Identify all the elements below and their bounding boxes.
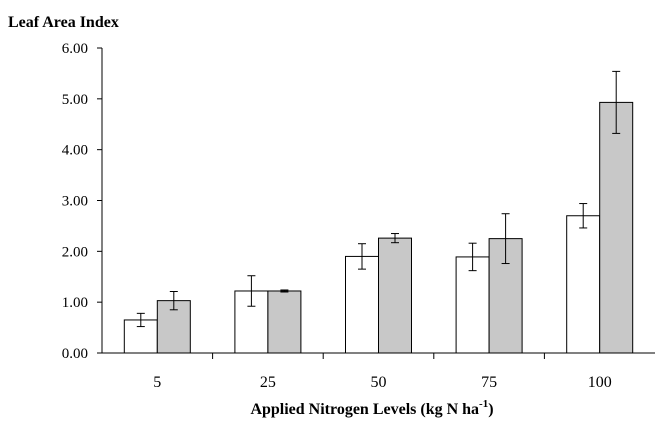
y-tick-label: 6.00 <box>62 41 88 57</box>
x-tick-label: 50 <box>371 374 387 391</box>
y-tick-label: 0.00 <box>62 346 88 362</box>
x-tick-label: 75 <box>481 374 497 391</box>
bar-25-series-2 <box>267 290 302 354</box>
x-tick-label: 5 <box>153 374 161 391</box>
y-axis-ticks: 0.00 1.00 2.00 3.00 4.00 5.00 6.00 <box>62 41 102 362</box>
x-axis-title: Applied Nitrogen Levels (kg N ha-1) <box>250 398 493 418</box>
y-tick-label: 2.00 <box>62 244 88 260</box>
error-bars <box>136 70 621 328</box>
bar-100-series-2 <box>599 101 634 354</box>
x-tick-label: 100 <box>588 374 612 391</box>
y-axis-title: Leaf Area Index <box>8 14 119 31</box>
y-tick-label: 3.00 <box>62 194 88 210</box>
bar-50-series-2 <box>378 237 412 354</box>
bar-50-series-1 <box>345 255 379 354</box>
y-tick-label: 4.00 <box>62 143 88 159</box>
y-tick-label: 1.00 <box>62 295 88 311</box>
bar-75-series-1 <box>455 256 490 354</box>
bar-100-series-1 <box>566 215 601 354</box>
x-axis-ticks: 5 25 50 75 100 <box>153 353 612 391</box>
bars <box>123 101 634 354</box>
y-tick-label: 5.00 <box>62 92 88 108</box>
x-tick-label: 25 <box>260 374 276 391</box>
